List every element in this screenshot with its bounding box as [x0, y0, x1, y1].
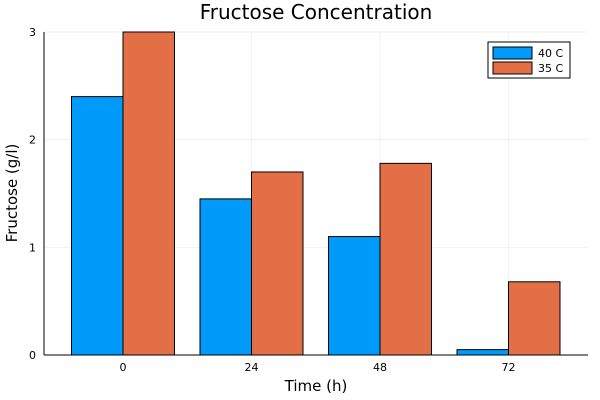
- bar-35c-72: [508, 281, 561, 356]
- y-tick-label: 2: [29, 134, 36, 147]
- x-tick-label: 24: [245, 361, 259, 374]
- legend-label-40c: 40 C: [538, 47, 563, 60]
- bar-40c-0: [71, 96, 124, 356]
- y-tick-label: 0: [29, 349, 36, 362]
- bar-40c-72: [456, 349, 509, 356]
- y-axis-label: Fructose (g/l): [3, 144, 21, 243]
- bars: [71, 31, 561, 356]
- bar-35c-0: [122, 31, 175, 356]
- chart-title: Fructose Concentration: [200, 0, 433, 24]
- legend-swatch-40c: [492, 46, 533, 60]
- y-tick-label: 1: [29, 241, 36, 254]
- bar-40c-48: [328, 236, 381, 356]
- y-tick-labels: 0 1 2 3: [29, 26, 36, 362]
- x-axis-label: Time (h): [284, 377, 348, 395]
- legend: 40 C 35 C: [487, 41, 571, 79]
- x-tick-labels: 0 24 48 72: [120, 361, 516, 374]
- legend-label-35c: 35 C: [538, 62, 563, 75]
- x-tick-label: 0: [120, 361, 127, 374]
- y-tick-label: 3: [29, 26, 36, 39]
- bar-35c-24: [251, 171, 304, 356]
- x-tick-label: 48: [373, 361, 387, 374]
- bar-35c-48: [379, 162, 432, 356]
- bar-40c-24: [199, 198, 252, 356]
- x-tick-label: 72: [502, 361, 516, 374]
- legend-swatch-35c: [492, 61, 533, 75]
